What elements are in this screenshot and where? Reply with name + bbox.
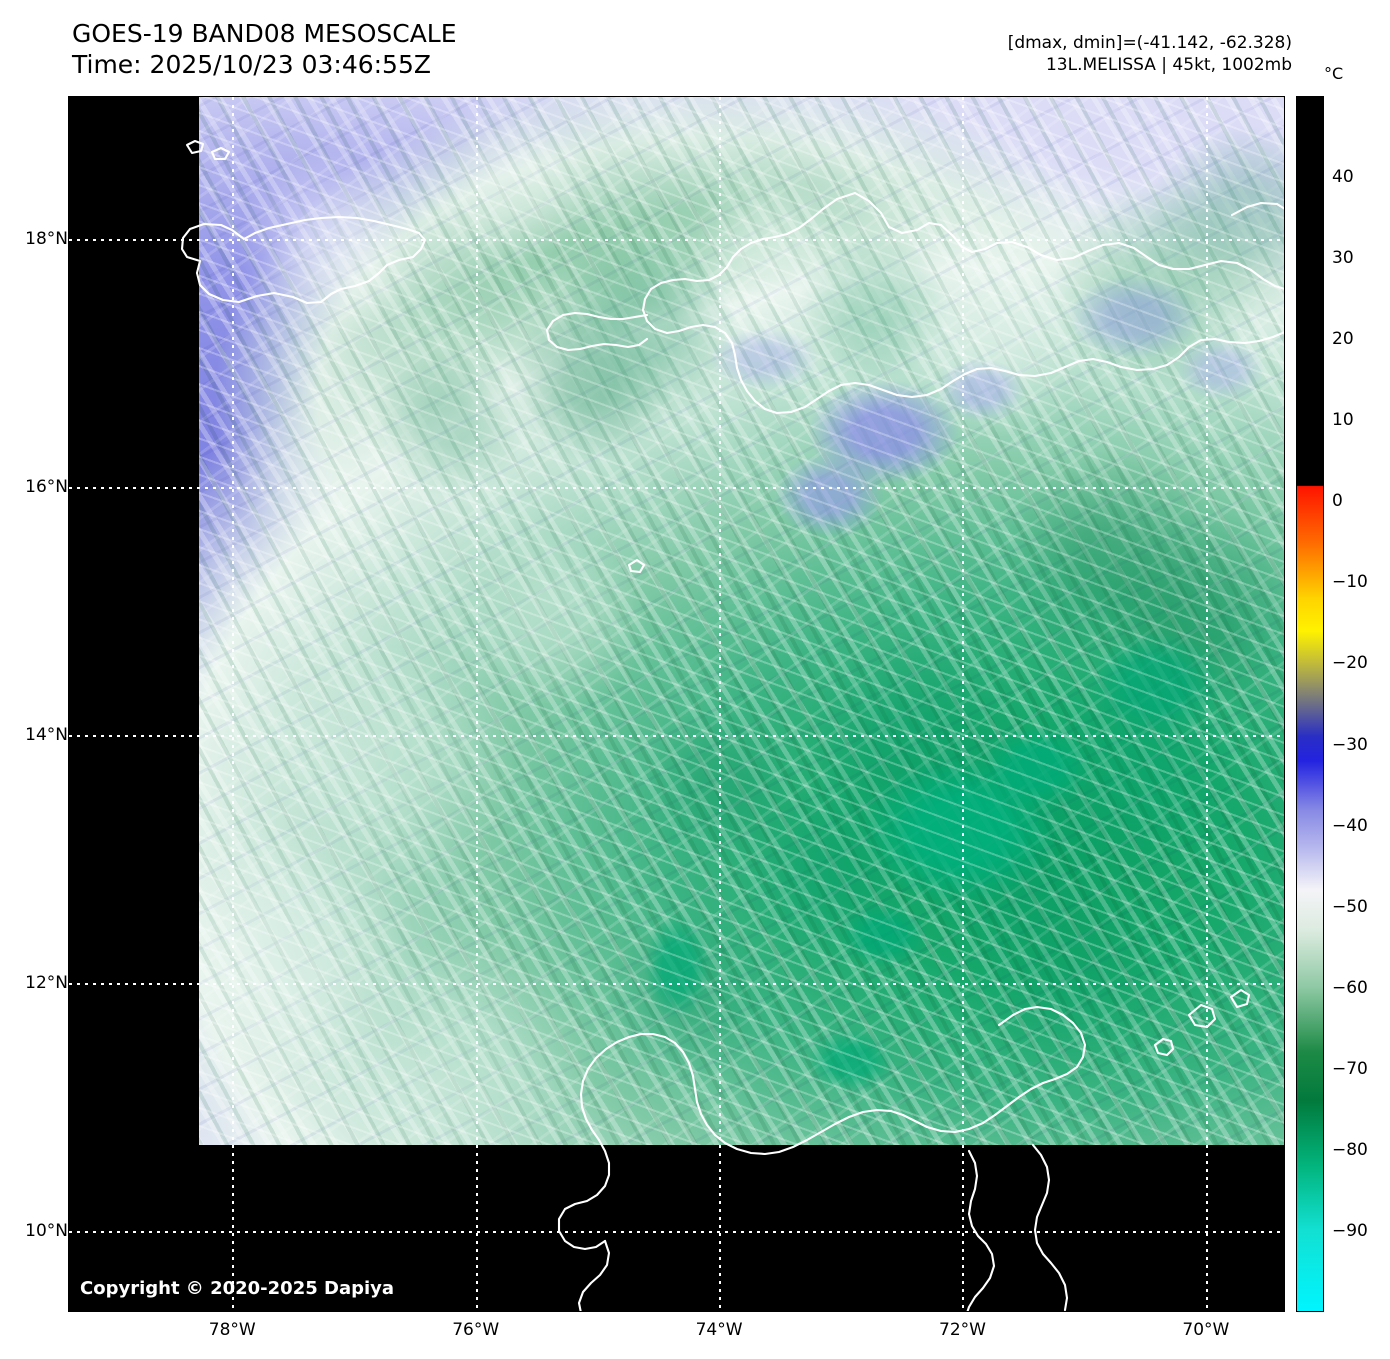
coastline-jamaica	[180, 215, 427, 305]
coastline-guajira	[691, 1005, 1087, 1156]
colorbar-tick-label: 40	[1332, 167, 1354, 188]
gridline-lat	[69, 735, 1284, 738]
graticule	[69, 97, 1284, 1311]
lon-tick-label: 76°W	[452, 1320, 500, 1340]
coastline-lake-maracaibo-east	[1031, 1143, 1069, 1311]
coastline-haiti-peninsula	[545, 311, 649, 352]
storm-info-label: 13L.MELISSA | 45kt, 1002mb	[1045, 55, 1292, 75]
gridline-lat	[69, 238, 1284, 241]
lat-tick-label: 18°N	[25, 228, 68, 249]
colorbar-tick-label: −40	[1332, 815, 1368, 836]
coastline-hispaniola	[641, 191, 1284, 415]
gridline-lon	[232, 97, 235, 1311]
gridline-lat	[69, 1231, 1284, 1234]
gridline-lon	[962, 97, 965, 1311]
data-extremes-label: [dmax, dmin]=(-41.142, -62.328)	[1007, 33, 1292, 53]
coastline-northeast-shelf	[1230, 201, 1284, 217]
colorbar-tick-label: −70	[1332, 1058, 1368, 1079]
lon-tick-label: 78°W	[208, 1320, 256, 1340]
lat-tick-label: 16°N	[25, 476, 68, 497]
coastline-cay-north-2	[210, 146, 231, 161]
copyright-label: Copyright © 2020-2025 Dapiya	[80, 1278, 395, 1299]
coastline-cay-north-1	[185, 139, 205, 155]
colorbar-tick-label: −10	[1332, 572, 1368, 593]
satellite-image-plot[interactable]	[68, 96, 1285, 1312]
colorbar-tick-label: −50	[1332, 896, 1368, 917]
satellite-raster	[199, 97, 1284, 1145]
metadata-block: [dmax, dmin]=(-41.142, -62.328) 13L.MELI…	[1008, 32, 1292, 76]
lon-tick-label: 70°W	[1182, 1320, 1230, 1340]
lon-tick-label: 74°W	[695, 1320, 743, 1340]
colorbar-tick-label: −80	[1332, 1139, 1368, 1160]
gridline-lat	[69, 486, 1284, 489]
colorbar-tick-label: 0	[1332, 491, 1343, 512]
colorbar-tick-label: −60	[1332, 977, 1368, 998]
coastline-overlay	[180, 139, 1284, 1311]
colorbar-gradient	[1297, 97, 1323, 1311]
coastline-curacao	[1187, 1003, 1217, 1029]
colorbar-tick-label: −30	[1332, 734, 1368, 755]
gridline-lon	[1205, 97, 1208, 1311]
timestamp-label: Time: 2025/10/23 03:46:55Z	[72, 50, 431, 79]
colorbar-unit-label: °C	[1324, 64, 1344, 83]
coastline-aruba	[1153, 1037, 1175, 1057]
lat-tick-label: 10°N	[25, 1221, 68, 1242]
lat-tick-label: 14°N	[25, 725, 68, 746]
coastline-south-inland	[577, 1239, 611, 1311]
gridline-lon	[475, 97, 478, 1311]
page-title: GOES-19 BAND08 MESOSCALE	[72, 19, 457, 48]
colorbar-tick-label: 10	[1332, 410, 1354, 431]
colorbar-tick-label: 30	[1332, 248, 1354, 269]
lon-tick-label: 72°W	[939, 1320, 986, 1340]
gridline-lat	[69, 983, 1284, 986]
colorbar-tick-label: 20	[1332, 329, 1354, 350]
colorbar-tick-label: −20	[1332, 653, 1368, 674]
gridline-lon	[719, 97, 722, 1311]
title-block: GOES-19 BAND08 MESOSCALE Time: 2025/10/2…	[72, 18, 457, 80]
coastline-bonaire	[1229, 988, 1251, 1009]
coastline-lake-maracaibo-west	[966, 1149, 996, 1311]
lat-tick-label: 12°N	[25, 973, 68, 994]
colorbar-tick-label: −90	[1332, 1220, 1368, 1241]
coastline-cay-south	[627, 558, 646, 574]
coastline-colombia	[557, 1032, 695, 1251]
colorbar[interactable]	[1296, 96, 1324, 1312]
